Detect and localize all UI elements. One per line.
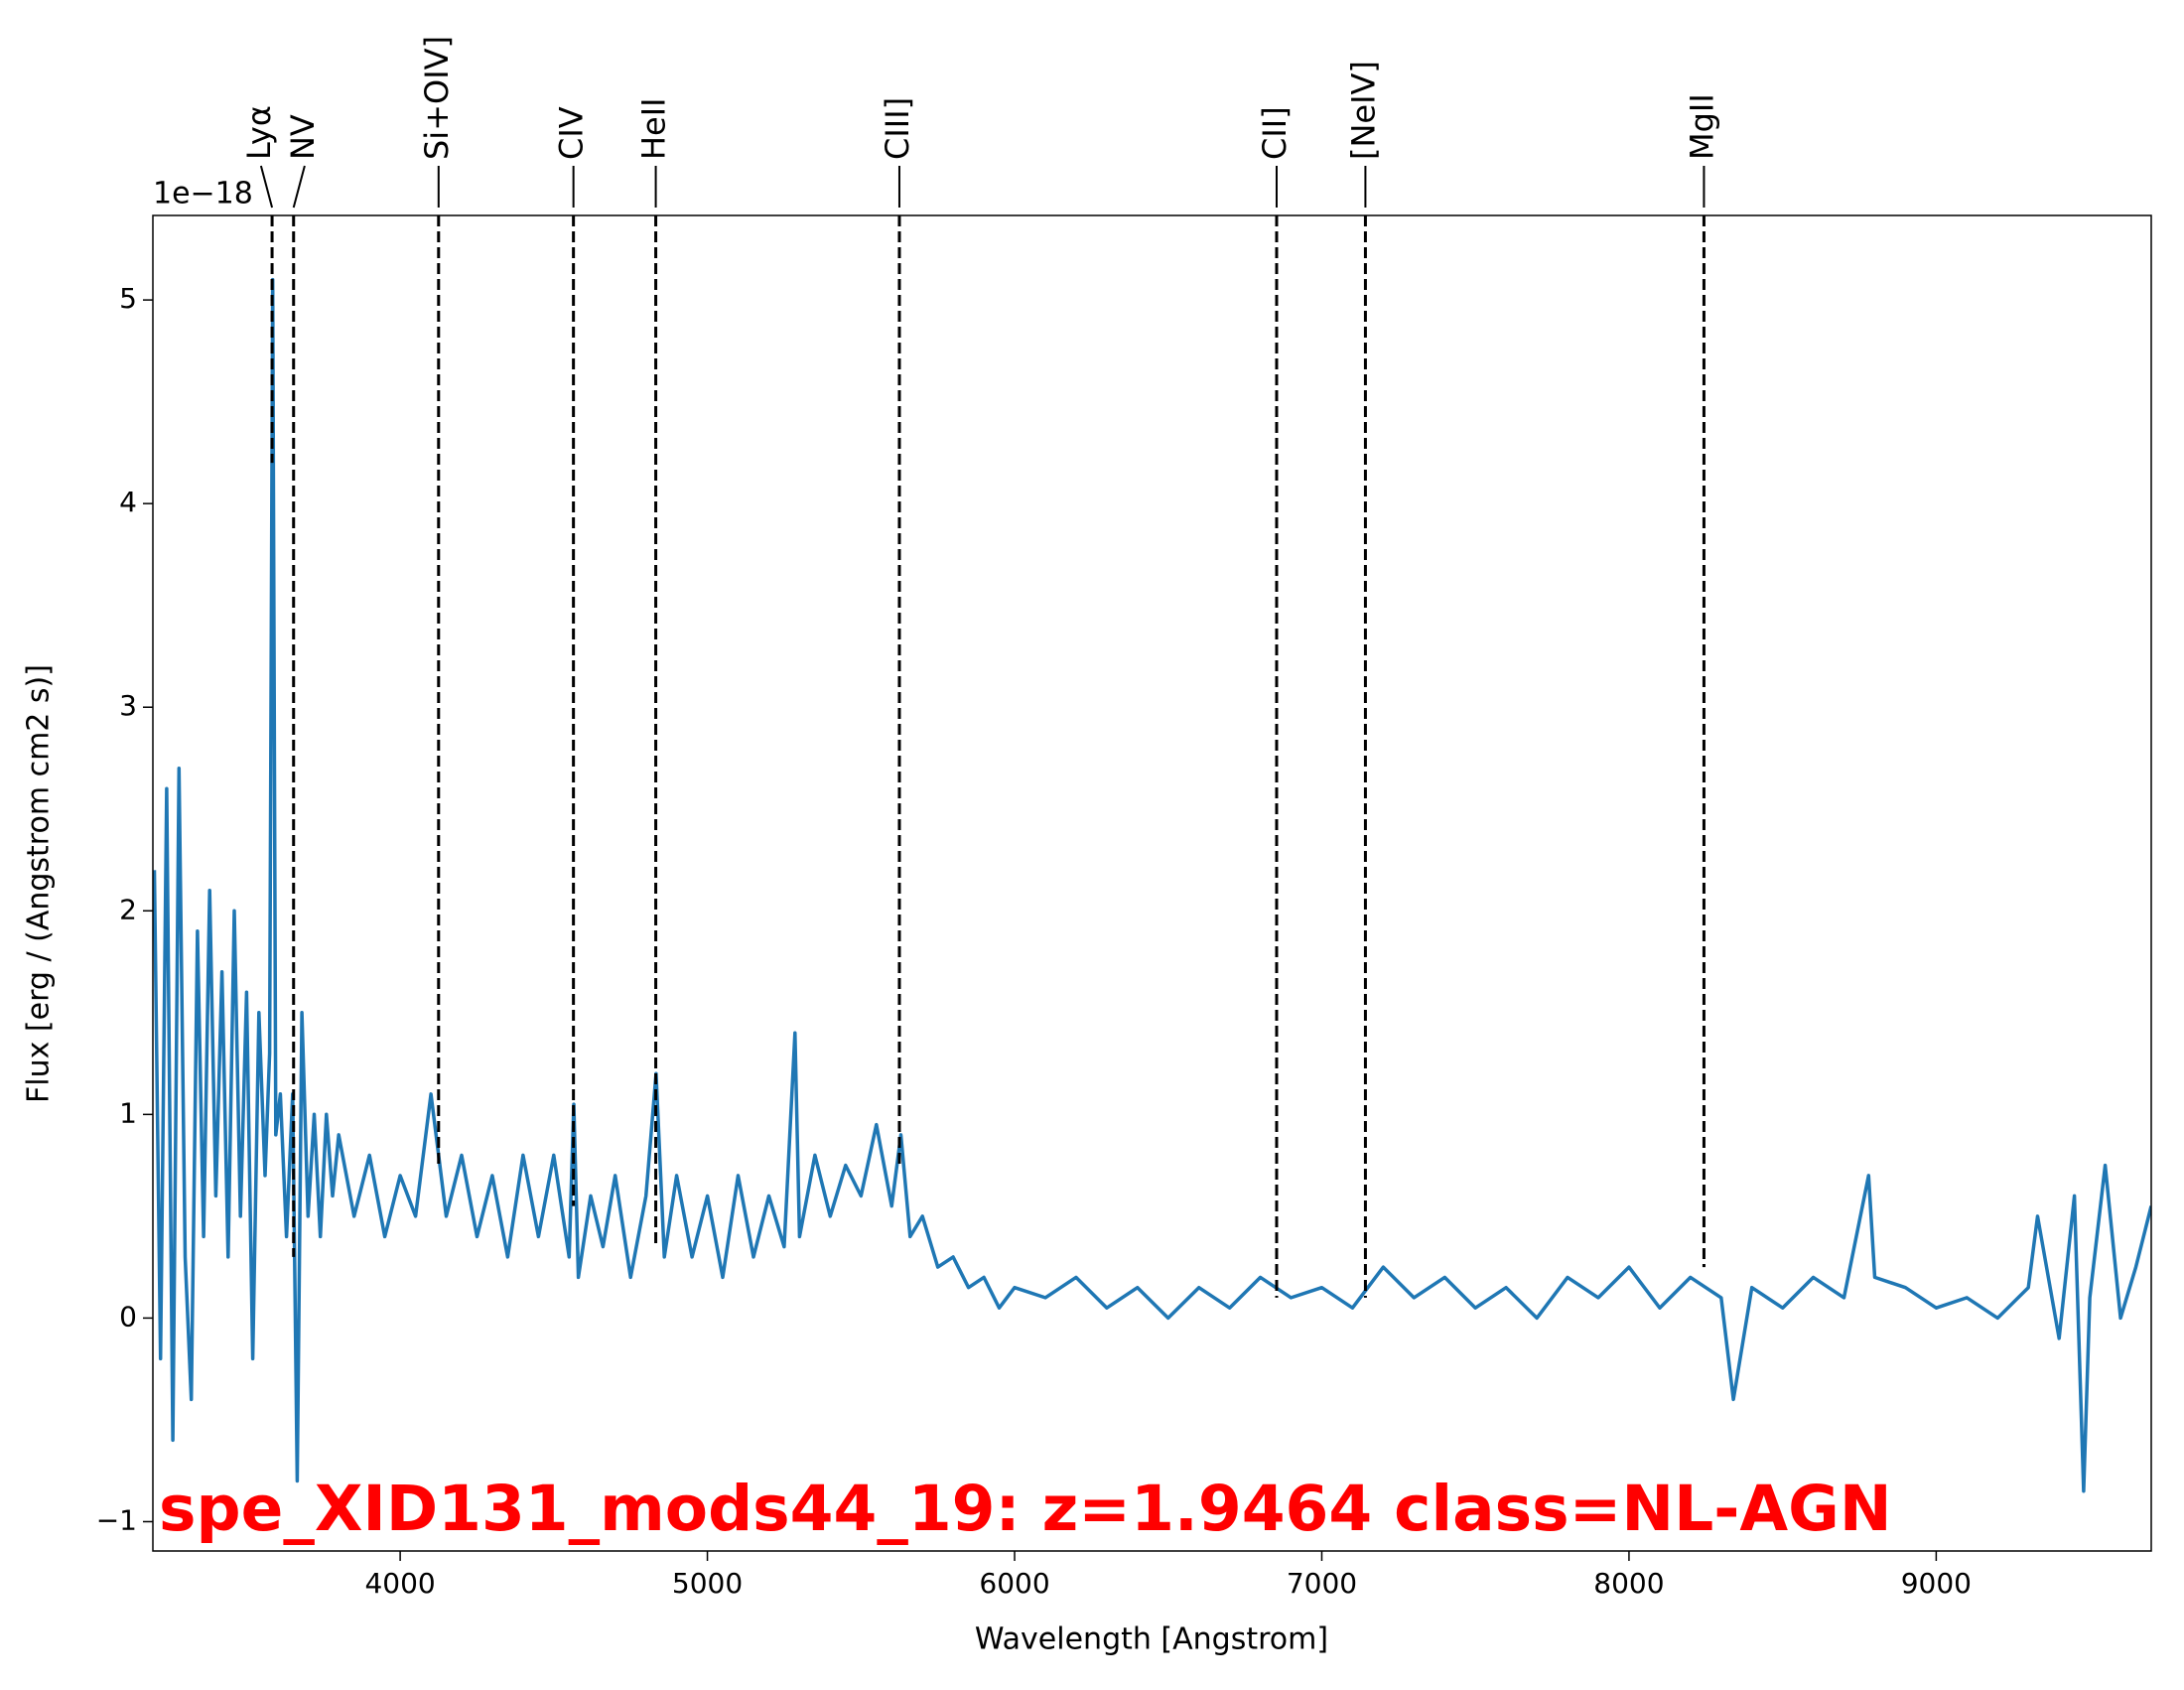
y-tick-label: 1 [119,1096,137,1129]
line-label: CII] [1256,106,1294,160]
y-tick-label: 3 [119,689,137,722]
line-label: [NeIV] [1344,61,1382,160]
line-label: NV [284,114,322,160]
y-tick-label: 5 [119,282,137,315]
x-tick-label: 6000 [979,1567,1049,1600]
line-label: Si+OIV] [418,36,456,160]
y-tick-label: 2 [119,893,137,925]
x-tick-label: 4000 [364,1567,435,1600]
line-label: MgII [1683,93,1720,160]
y-axis-label: Flux [erg / (Angstrom cm2 s)] [22,664,57,1103]
label-leader [259,165,274,209]
label-leader [292,165,306,209]
spectrum-line [153,277,2151,1493]
axes-frame [152,214,2152,1552]
y-tick-label: 0 [119,1300,137,1333]
x-tick-label: 9000 [1901,1567,1972,1600]
chart-title: spe_XID131_mods44_19: z=1.9464 class=NL-… [159,1473,1892,1545]
line-label: Lyα [240,105,278,160]
y-tick-label: 4 [119,486,137,518]
x-tick-label: 7000 [1287,1567,1357,1600]
y-offset-label: 1e−18 [153,177,253,211]
line-label: CIII] [879,97,916,160]
x-tick-label: 5000 [672,1567,743,1600]
line-label: CIV [553,106,591,160]
line-label: HeII [635,97,673,160]
y-tick-label: −1 [96,1503,137,1536]
x-tick-label: 8000 [1593,1567,1664,1600]
x-axis-label: Wavelength [Angstrom] [975,1622,1328,1657]
